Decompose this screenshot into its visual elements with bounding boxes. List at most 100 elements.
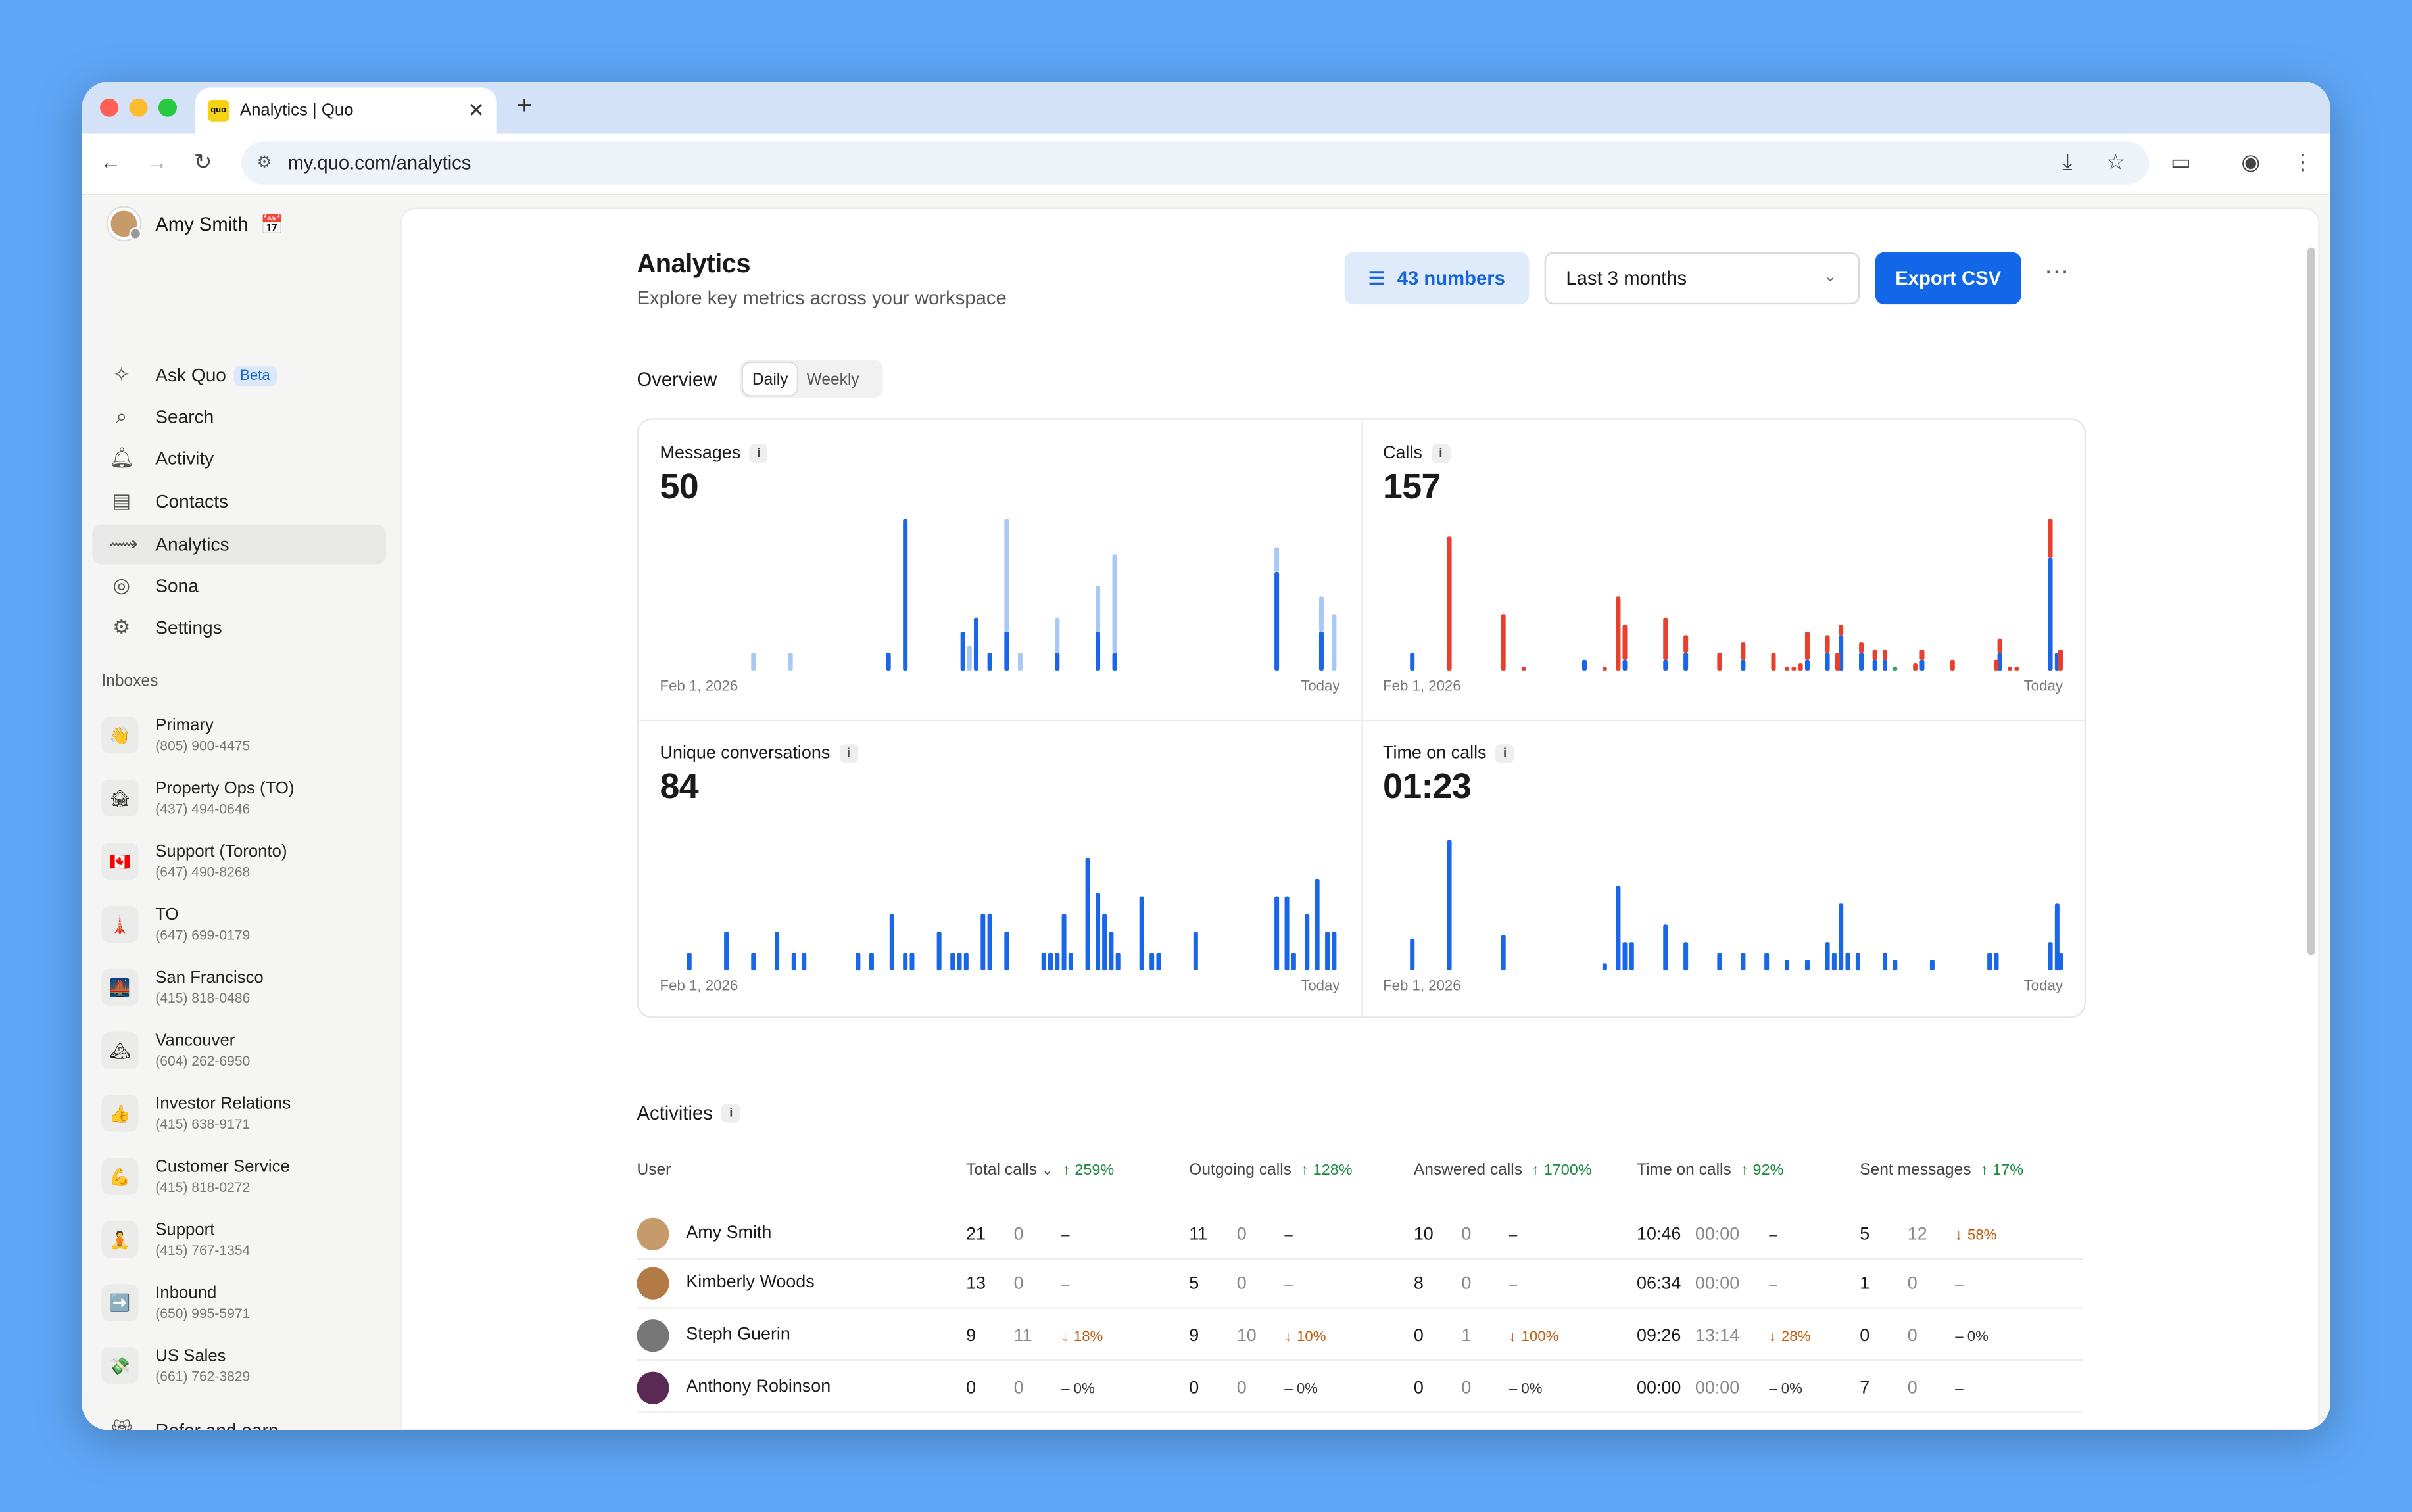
- chart-bar[interactable]: [775, 932, 780, 971]
- chart-bar[interactable]: [1663, 617, 1668, 661]
- chart-bar[interactable]: [1447, 839, 1452, 971]
- info-icon[interactable]: i: [721, 1104, 740, 1123]
- chart-bar[interactable]: [1893, 667, 1898, 671]
- chart-bar[interactable]: [1791, 667, 1797, 671]
- chart-bar[interactable]: [1804, 659, 1810, 671]
- inbox-item[interactable]: ➡️ Inbound (650) 995-5971: [101, 1273, 386, 1332]
- chart-bar[interactable]: [1602, 667, 1607, 671]
- info-icon[interactable]: i: [1495, 744, 1514, 763]
- chart-bar[interactable]: [987, 653, 992, 671]
- chart-bar[interactable]: [1622, 659, 1628, 671]
- chart-bar[interactable]: [1771, 653, 1776, 671]
- chart-bar[interactable]: [903, 519, 908, 671]
- chart-bar[interactable]: [1332, 932, 1337, 971]
- chart-bar[interactable]: [909, 953, 915, 971]
- chart-bar[interactable]: [1835, 653, 1841, 671]
- chart-bar[interactable]: [791, 953, 796, 971]
- chart-bar[interactable]: [1913, 663, 1918, 671]
- chart-bar[interactable]: [1193, 932, 1198, 971]
- user-profile[interactable]: Amy Smith 📅: [107, 207, 284, 240]
- chart-bar[interactable]: [980, 914, 986, 971]
- chart-bar[interactable]: [1325, 932, 1330, 971]
- chart-bar[interactable]: [1839, 625, 1844, 636]
- sidebar-item-sona[interactable]: ◎ Sona: [92, 566, 386, 606]
- chart-bar[interactable]: [1096, 893, 1101, 971]
- date-range-select[interactable]: Last 3 months ⌄: [1544, 252, 1860, 305]
- chart-bar[interactable]: [1004, 932, 1009, 971]
- inbox-item[interactable]: 👋 Primary (805) 900-4475: [101, 706, 386, 765]
- chart-bar[interactable]: [1004, 519, 1009, 632]
- chart-bar[interactable]: [2048, 942, 2053, 971]
- numbers-filter-button[interactable]: ☰ 43 numbers: [1344, 252, 1530, 305]
- chart-bar[interactable]: [1798, 663, 1803, 671]
- install-app-icon[interactable]: ⤓: [2063, 149, 2073, 174]
- table-row[interactable]: Amy Smith 21 0 – 11 0 – 10 0 – 10:46 00:00 – 5 12 ↓ 58%: [637, 1210, 2083, 1260]
- minimize-window-button[interactable]: [129, 98, 148, 117]
- chart-bar[interactable]: [1785, 959, 1790, 971]
- sidebar-item-ask-quo[interactable]: ✧ Ask Quo Beta: [92, 355, 386, 395]
- chart-bar[interactable]: [1315, 878, 1320, 971]
- chart-bar[interactable]: [1825, 653, 1830, 671]
- chart-bar[interactable]: [724, 932, 729, 971]
- chart-bar[interactable]: [1622, 942, 1628, 971]
- tab-weekly[interactable]: Weekly: [806, 369, 859, 389]
- more-options-icon[interactable]: ···: [2044, 258, 2069, 285]
- chart-bar[interactable]: [1845, 953, 1850, 971]
- chart-bar[interactable]: [1785, 667, 1790, 671]
- profile-icon[interactable]: ◉: [2241, 149, 2260, 174]
- chart-bar[interactable]: [1717, 953, 1722, 971]
- chart-bar[interactable]: [1622, 625, 1628, 660]
- chart-bar[interactable]: [1112, 653, 1117, 671]
- chart-bar[interactable]: [1139, 896, 1144, 971]
- chart-bar[interactable]: [1501, 614, 1506, 671]
- chart-bar[interactable]: [856, 953, 861, 971]
- inbox-item[interactable]: 🏚 Property Ops (TO) (437) 494-0646: [101, 769, 386, 828]
- info-icon[interactable]: i: [1431, 444, 1450, 463]
- chart-bar[interactable]: [1332, 614, 1337, 671]
- chart-bar[interactable]: [1859, 653, 1864, 671]
- chart-bar[interactable]: [1061, 914, 1067, 971]
- inbox-item[interactable]: 🇨🇦 Support (Toronto) (647) 490-8268: [101, 832, 386, 891]
- chart-bar[interactable]: [2014, 667, 2019, 671]
- chart-bar[interactable]: [1291, 953, 1296, 971]
- table-row[interactable]: Steph Guerin 9 11 ↓ 18% 9 10 ↓ 10% 0 1 ↓ 100% 09:26 13…: [637, 1311, 2083, 1361]
- chart-bar[interactable]: [1683, 942, 1689, 971]
- column-header[interactable]: Total calls ⌄ ↑ 259%: [966, 1161, 1114, 1179]
- inbox-item[interactable]: 👍 Investor Relations (415) 638-9171: [101, 1084, 386, 1143]
- chart-bar[interactable]: [1041, 953, 1046, 971]
- chart-bar[interactable]: [1929, 959, 1935, 971]
- chart-bar[interactable]: [1004, 631, 1009, 671]
- chart-bar[interactable]: [1318, 631, 1324, 671]
- chart-bar[interactable]: [1872, 649, 1877, 661]
- chart-bar[interactable]: [751, 953, 756, 971]
- export-csv-button[interactable]: Export CSV: [1875, 252, 2021, 305]
- inbox-item[interactable]: 🗼 TO (647) 699-0179: [101, 895, 386, 953]
- chart-bar[interactable]: [687, 953, 692, 971]
- chart-bar[interactable]: [1112, 554, 1117, 653]
- chart-bar[interactable]: [987, 914, 992, 971]
- back-icon[interactable]: ←: [100, 149, 122, 174]
- chart-bar[interactable]: [1663, 659, 1668, 671]
- new-tab-icon[interactable]: +: [517, 91, 533, 120]
- forward-icon[interactable]: →: [146, 149, 168, 174]
- chart-bar[interactable]: [1149, 953, 1155, 971]
- reload-icon[interactable]: ↻: [193, 149, 212, 174]
- chart-bar[interactable]: [1318, 596, 1324, 632]
- chart-bar[interactable]: [1893, 959, 1898, 971]
- chart-bar[interactable]: [1521, 667, 1526, 671]
- chart-bar[interactable]: [1683, 653, 1689, 671]
- chart-bar[interactable]: [1055, 653, 1060, 671]
- chart-bar[interactable]: [1859, 642, 1864, 653]
- tab-daily[interactable]: Daily: [742, 363, 798, 396]
- chart-bar[interactable]: [1741, 659, 1746, 671]
- chart-bar[interactable]: [869, 953, 874, 971]
- chart-bar[interactable]: [1616, 596, 1621, 671]
- chart-bar[interactable]: [1994, 953, 1999, 971]
- chart-bar[interactable]: [1274, 547, 1280, 572]
- chart-bar[interactable]: [1950, 659, 1955, 671]
- chart-bar[interactable]: [1096, 631, 1101, 671]
- bookmark-star-icon[interactable]: ☆: [2106, 149, 2125, 174]
- chart-bar[interactable]: [967, 646, 972, 671]
- chart-bar[interactable]: [1068, 953, 1073, 971]
- chart-bar[interactable]: [1825, 635, 1830, 653]
